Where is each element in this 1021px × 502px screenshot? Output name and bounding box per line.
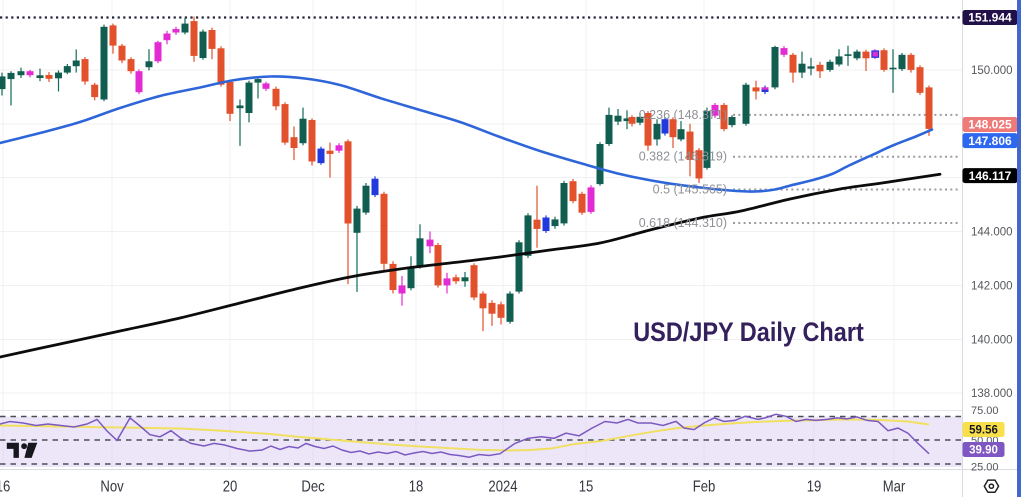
svg-text:0.236 (148.371): 0.236 (148.371): [639, 108, 727, 122]
svg-text:142.000: 142.000: [971, 280, 1013, 292]
svg-text:Dec: Dec: [301, 478, 324, 495]
svg-text:Nov: Nov: [100, 478, 124, 495]
svg-text:151.944: 151.944: [968, 11, 1012, 25]
svg-text:39.90: 39.90: [969, 445, 998, 457]
svg-text:150.000: 150.000: [971, 65, 1013, 77]
svg-text:75.00: 75.00: [971, 405, 999, 417]
svg-text:144.000: 144.000: [971, 227, 1013, 239]
svg-text:18: 18: [409, 478, 424, 495]
svg-text:USD/JPY Daily Chart: USD/JPY Daily Chart: [633, 318, 864, 348]
svg-text:20: 20: [223, 478, 238, 495]
svg-text:Feb: Feb: [693, 478, 716, 495]
svg-text:25.00: 25.00: [971, 462, 999, 474]
svg-text:0.5 (145.565): 0.5 (145.565): [653, 183, 727, 197]
svg-text:2024: 2024: [488, 478, 517, 495]
svg-text:140.000: 140.000: [971, 334, 1013, 346]
svg-text:147.806: 147.806: [968, 134, 1012, 148]
svg-text:Mar: Mar: [883, 478, 906, 495]
svg-text:15: 15: [579, 478, 594, 495]
svg-text:0.382 (146.819): 0.382 (146.819): [639, 150, 727, 164]
svg-text:0.618 (144.310): 0.618 (144.310): [639, 216, 727, 230]
svg-text:59.56: 59.56: [969, 425, 998, 437]
svg-text:19: 19: [807, 478, 822, 495]
svg-text:138.000: 138.000: [971, 388, 1013, 400]
svg-text:148.025: 148.025: [968, 118, 1012, 132]
svg-text:16: 16: [0, 478, 10, 495]
svg-text:146.117: 146.117: [969, 169, 1012, 183]
